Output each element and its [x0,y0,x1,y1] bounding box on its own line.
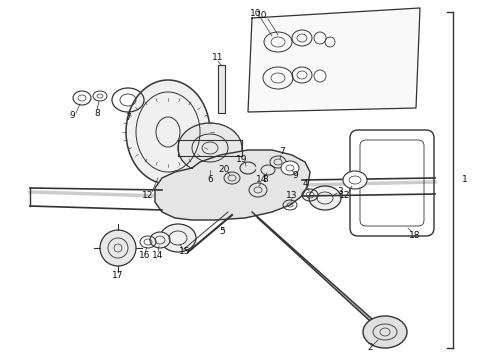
Text: 4: 4 [302,179,308,188]
Text: 14: 14 [256,175,268,184]
Ellipse shape [126,80,210,184]
Ellipse shape [150,232,170,248]
Text: 11: 11 [212,54,224,63]
Text: 7: 7 [279,148,285,157]
Text: 15: 15 [179,248,191,256]
Text: 10: 10 [256,12,268,21]
Ellipse shape [281,161,299,175]
Text: 7: 7 [125,113,131,122]
Text: 17: 17 [112,270,124,279]
Text: 8: 8 [262,175,268,184]
Text: 8: 8 [94,108,100,117]
Text: 12: 12 [142,190,154,199]
Ellipse shape [309,186,341,210]
Text: 6: 6 [207,175,213,184]
Ellipse shape [363,316,407,348]
Text: 2: 2 [367,343,373,352]
Text: 9: 9 [292,171,298,180]
Text: 9: 9 [69,111,75,120]
Text: 5: 5 [219,228,225,237]
Text: 19: 19 [236,156,248,165]
Text: 12: 12 [339,190,351,199]
Text: 14: 14 [152,251,164,260]
Polygon shape [248,8,420,112]
Text: 16: 16 [139,252,151,261]
Bar [218,65,225,113]
Ellipse shape [160,224,196,252]
Text: 3: 3 [337,188,343,197]
Ellipse shape [343,171,367,189]
Ellipse shape [178,123,242,173]
Text: 18: 18 [409,230,421,239]
Circle shape [100,230,136,266]
Text: 13: 13 [286,190,298,199]
Text: 10: 10 [250,9,262,18]
Text: 20: 20 [219,166,230,175]
Polygon shape [155,150,310,220]
Text: 1: 1 [462,175,468,184]
